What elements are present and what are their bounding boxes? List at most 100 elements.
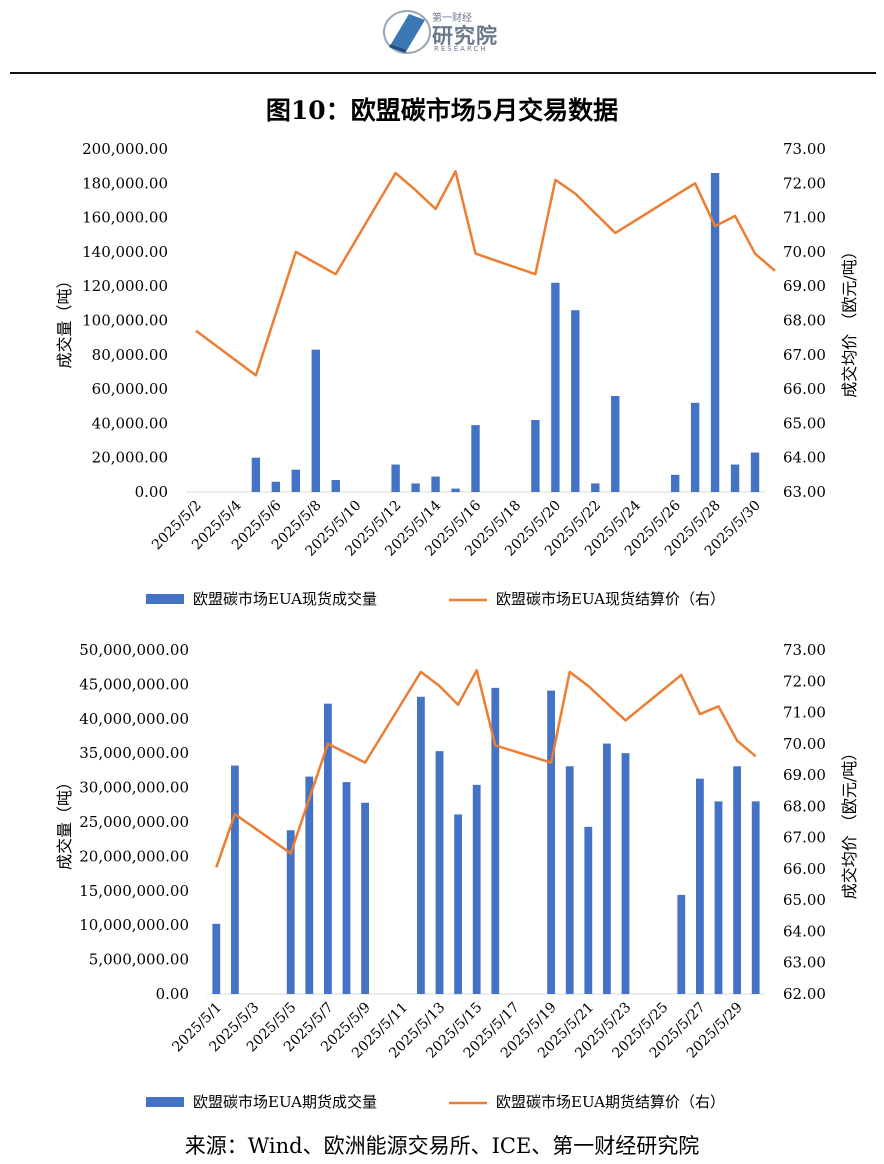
left-tick-label: 15,000,000.00 bbox=[79, 882, 189, 900]
report-header: 第一财经 研究院 RESEARCH bbox=[0, 0, 884, 72]
source-note: 来源：Wind、欧洲能源交易所、ICE、第一财经研究院 bbox=[184, 1134, 700, 1158]
left-tick-label: 120,000.00 bbox=[82, 277, 168, 295]
volume-bar bbox=[670, 474, 680, 492]
volume-bar bbox=[531, 419, 540, 492]
volume-bar bbox=[212, 923, 221, 994]
right-tick-label: 71.00 bbox=[783, 209, 826, 227]
volume-bar bbox=[695, 778, 704, 994]
volume-bar bbox=[323, 703, 332, 994]
volume-bar bbox=[565, 766, 574, 994]
left-tick-label: 160,000.00 bbox=[82, 209, 168, 227]
left-tick-label: 50,000,000.00 bbox=[79, 641, 189, 659]
left-tick-label: 10,000,000.00 bbox=[79, 916, 189, 934]
volume-bar bbox=[621, 753, 630, 994]
volume-bar bbox=[710, 173, 720, 492]
volume-bar bbox=[677, 894, 686, 994]
legend-line-label: 欧盟碳市场EUA现货结算价（右） bbox=[496, 590, 725, 608]
left-tick-label: 100,000.00 bbox=[82, 312, 168, 330]
volume-bar bbox=[454, 814, 463, 994]
logo-english: RESEARCH bbox=[434, 45, 488, 53]
left-axis-title: 成交量（吨） bbox=[55, 272, 74, 368]
left-tick-label: 140,000.00 bbox=[82, 243, 168, 261]
right-tick-label: 68.00 bbox=[783, 312, 826, 330]
volume-bar bbox=[331, 479, 340, 492]
right-tick-label: 69.00 bbox=[783, 766, 826, 784]
price-line bbox=[195, 170, 776, 377]
legend-bar-swatch bbox=[146, 594, 184, 604]
volume-bar bbox=[431, 476, 440, 492]
right-tick-label: 62.00 bbox=[783, 985, 826, 1003]
right-tick-label: 71.00 bbox=[783, 704, 826, 722]
right-tick-label: 67.00 bbox=[783, 346, 826, 364]
right-tick-label: 66.00 bbox=[783, 860, 826, 878]
volume-bar bbox=[491, 687, 500, 994]
volume-bar bbox=[305, 776, 314, 994]
logo-name: 研究院 bbox=[432, 24, 498, 48]
left-tick-label: 80,000.00 bbox=[92, 346, 168, 364]
left-tick-label: 35,000,000.00 bbox=[79, 744, 189, 762]
left-axis-title: 成交量（吨） bbox=[55, 774, 74, 870]
right-tick-label: 65.00 bbox=[783, 414, 826, 432]
logo-subtitle: 第一财经 bbox=[432, 13, 472, 24]
volume-bar bbox=[602, 743, 611, 994]
volume-bar bbox=[286, 830, 295, 994]
left-tick-label: 20,000,000.00 bbox=[79, 847, 189, 865]
volume-bar bbox=[571, 310, 580, 492]
legend-bar-label: 欧盟碳市场EUA期货成交量 bbox=[193, 1093, 377, 1111]
volume-bar bbox=[271, 481, 281, 492]
volume-bar bbox=[547, 690, 556, 994]
left-tick-label: 45,000,000.00 bbox=[79, 675, 189, 693]
volume-bar bbox=[611, 395, 620, 492]
right-tick-label: 69.00 bbox=[783, 277, 826, 295]
figure-title: 图10：欧盟碳市场5月交易数据 bbox=[265, 96, 619, 125]
volume-bar bbox=[471, 425, 480, 492]
left-tick-label: 60,000.00 bbox=[92, 380, 168, 398]
volume-bar bbox=[584, 826, 593, 994]
right-axis-title: 成交均价 （欧元/吨） bbox=[840, 243, 859, 397]
volume-bar bbox=[251, 457, 261, 492]
left-tick-label: 40,000,000.00 bbox=[79, 710, 189, 728]
volume-bar bbox=[690, 402, 700, 492]
volume-bar bbox=[751, 801, 760, 994]
volume-bar bbox=[714, 801, 723, 994]
left-tick-label: 20,000.00 bbox=[92, 449, 168, 467]
left-tick-label: 40,000.00 bbox=[92, 414, 168, 432]
left-tick-label: 25,000,000.00 bbox=[79, 813, 189, 831]
left-tick-label: 180,000.00 bbox=[82, 174, 168, 192]
right-tick-label: 72.00 bbox=[783, 174, 826, 192]
right-tick-label: 65.00 bbox=[783, 891, 826, 909]
volume-bar bbox=[230, 765, 239, 994]
right-tick-label: 64.00 bbox=[783, 922, 826, 940]
futures-chart: 0.00 5,000,000.00 10,000,000.00 15,000,000.… bbox=[55, 641, 859, 1111]
volume-bar bbox=[311, 349, 320, 492]
price-line bbox=[215, 669, 757, 868]
legend-line-label: 欧盟碳市场EUA期货结算价（右） bbox=[496, 1093, 725, 1111]
spot-chart: 0.00 20,000.00 40,000.00 60,000.00 80,000.00… bbox=[55, 140, 859, 608]
volume-bar bbox=[416, 696, 425, 994]
right-tick-label: 63.00 bbox=[783, 483, 826, 501]
volume-bar bbox=[750, 452, 760, 492]
left-tick-label: 0.00 bbox=[156, 985, 189, 1003]
left-tick-label: 5,000,000.00 bbox=[89, 951, 189, 969]
right-tick-label: 73.00 bbox=[783, 641, 826, 659]
right-tick-label: 68.00 bbox=[783, 797, 826, 815]
volume-bar bbox=[451, 488, 460, 492]
right-tick-label: 67.00 bbox=[783, 829, 826, 847]
right-tick-label: 73.00 bbox=[783, 140, 826, 158]
right-tick-label: 70.00 bbox=[783, 243, 826, 261]
left-tick-label: 30,000,000.00 bbox=[79, 779, 189, 797]
volume-bar bbox=[730, 464, 740, 492]
left-tick-label: 200,000.00 bbox=[82, 140, 168, 158]
right-tick-label: 66.00 bbox=[783, 380, 826, 398]
right-tick-label: 64.00 bbox=[783, 449, 826, 467]
volume-bar bbox=[411, 483, 420, 492]
volume-bar bbox=[342, 782, 351, 994]
right-tick-label: 70.00 bbox=[783, 735, 826, 753]
book-logo-icon bbox=[383, 10, 431, 54]
legend-bar-swatch bbox=[146, 1097, 184, 1107]
volume-bar bbox=[551, 282, 560, 492]
volume-bar bbox=[391, 464, 400, 492]
right-axis-title: 成交均价 （欧元/吨） bbox=[840, 745, 859, 899]
header-rule bbox=[10, 72, 876, 74]
right-tick-label: 72.00 bbox=[783, 672, 826, 690]
